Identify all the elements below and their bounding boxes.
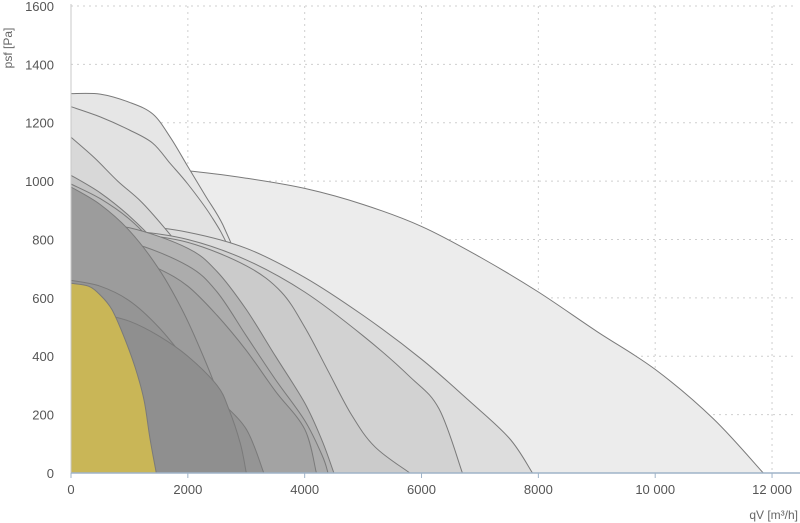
y-tick-label: 1200 [25, 116, 54, 131]
series-layer [70, 92, 764, 474]
ticks-layer: 0 200 400 600 800 1000 1200 1400 1600 0 2000 4000 60… [25, 0, 792, 497]
x-tick-label: 0 [67, 482, 74, 497]
x-tick-label: 10 000 [635, 482, 675, 497]
axes-layer [70, 4, 800, 474]
x-tick-label: 6000 [407, 482, 436, 497]
y-tick-label: 800 [32, 232, 54, 247]
x-tick-label: 12 000 [752, 482, 792, 497]
fan-curve-area [71, 283, 157, 473]
fan-curve-line [70, 282, 157, 474]
y-tick-label: 200 [32, 408, 54, 423]
y-tick-label: 400 [32, 349, 54, 364]
y-tick-label: 0 [47, 466, 54, 481]
x-tick-label: 2000 [173, 482, 202, 497]
fan-curve-line [70, 221, 335, 474]
y-tick-label: 1000 [25, 174, 54, 189]
y-tick-label: 600 [32, 291, 54, 306]
x-tick-label: 8000 [524, 482, 553, 497]
y-tick-label: 1400 [25, 57, 54, 72]
y-axis-title: psf [Pa] [1, 28, 15, 69]
x-tick-label: 4000 [290, 482, 319, 497]
y-tick-label: 1600 [25, 0, 54, 14]
fan-curve-line [70, 279, 265, 474]
fan-curve-line [70, 236, 329, 474]
x-axis-title: qV [m³/h] [749, 508, 798, 522]
